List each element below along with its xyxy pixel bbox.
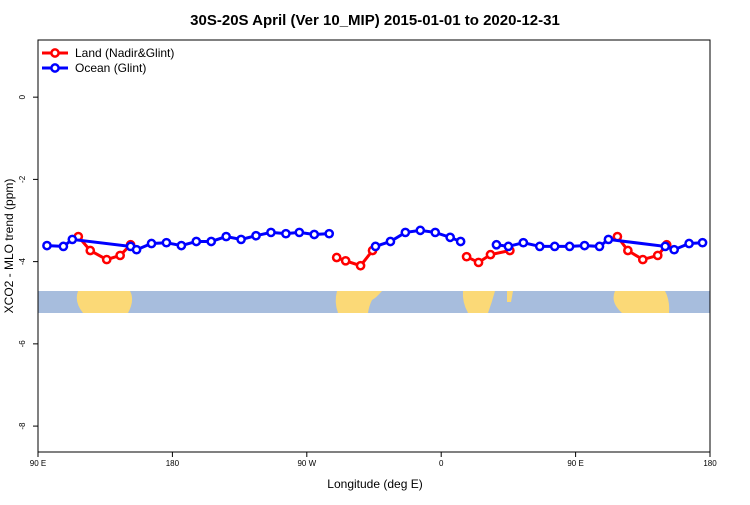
x-tick-label: 90 E: [30, 459, 46, 468]
data-point: [564, 241, 575, 252]
data-point: [455, 236, 466, 247]
data-point: [697, 237, 708, 248]
data-point: [594, 241, 605, 252]
map-strip: [38, 291, 710, 313]
data-point: [355, 260, 366, 271]
data-point: [534, 241, 545, 252]
data-point: [115, 250, 125, 261]
chart-title: 30S-20S April (Ver 10_MIP) 2015-01-01 to…: [190, 12, 560, 29]
x-axis-title: Longitude (deg E): [327, 477, 422, 491]
data-point: [101, 254, 112, 265]
data-point: [684, 238, 694, 249]
ocean-strip: [38, 291, 710, 313]
data-point: [324, 228, 335, 239]
data-point: [131, 244, 142, 255]
data-point: [176, 240, 187, 251]
data-point: [161, 237, 172, 248]
data-point: [430, 227, 441, 238]
y-tick-label: -8: [18, 422, 27, 430]
land-patch: [507, 291, 513, 302]
y-tick-label: 0: [18, 94, 27, 99]
data-point: [309, 229, 320, 240]
data-point: [660, 241, 671, 252]
data-point: [266, 227, 276, 238]
data-point: [623, 245, 633, 256]
x-tick-label: 180: [166, 459, 180, 468]
data-point: [67, 234, 78, 245]
data-point: [146, 238, 157, 249]
data-point: [236, 234, 246, 245]
data-point: [385, 236, 396, 247]
legend-label: Land (Nadir&Glint): [75, 46, 174, 60]
data-point: [579, 240, 590, 251]
data-point: [491, 239, 502, 250]
data-point: [669, 244, 680, 255]
data-point: [485, 249, 496, 260]
land-patch: [335, 291, 382, 313]
land-patch: [76, 291, 133, 313]
data-point: [503, 241, 514, 252]
data-point: [42, 240, 52, 251]
data-point: [603, 234, 614, 245]
data-point: [206, 236, 217, 247]
data-point: [340, 255, 351, 266]
data-point: [637, 254, 648, 265]
legend-marker: [50, 48, 60, 58]
data-point: [331, 252, 342, 263]
data-point: [549, 241, 560, 252]
data-point: [400, 227, 411, 238]
data-point: [294, 227, 305, 238]
data-point: [221, 231, 232, 242]
data-point: [518, 237, 529, 248]
y-axis-title: XCO2 - MLO trend (ppm): [2, 179, 16, 314]
land-patch: [462, 291, 495, 313]
legend-marker: [50, 63, 60, 73]
y-tick-label: -2: [18, 175, 27, 183]
land-patch: [613, 291, 670, 313]
x-tick-label: 90 E: [567, 459, 583, 468]
data-point: [251, 230, 261, 241]
y-tick-label: -6: [18, 340, 27, 348]
data-point: [415, 225, 426, 236]
data-point: [445, 232, 456, 243]
plot-frame: [37, 39, 711, 453]
data-point: [85, 245, 96, 256]
x-tick-label: 90 W: [297, 459, 316, 468]
x-tick-label: 0: [439, 459, 444, 468]
legend-label: Ocean (Glint): [75, 61, 146, 75]
data-point: [473, 257, 484, 268]
data-point: [191, 236, 202, 247]
y-tick-label: -4: [18, 258, 27, 266]
data-point: [58, 241, 69, 252]
x-tick-label: 180: [703, 459, 717, 468]
data-point: [461, 251, 472, 262]
data-point: [281, 228, 291, 239]
data-point: [652, 250, 663, 261]
data-point: [370, 241, 381, 252]
